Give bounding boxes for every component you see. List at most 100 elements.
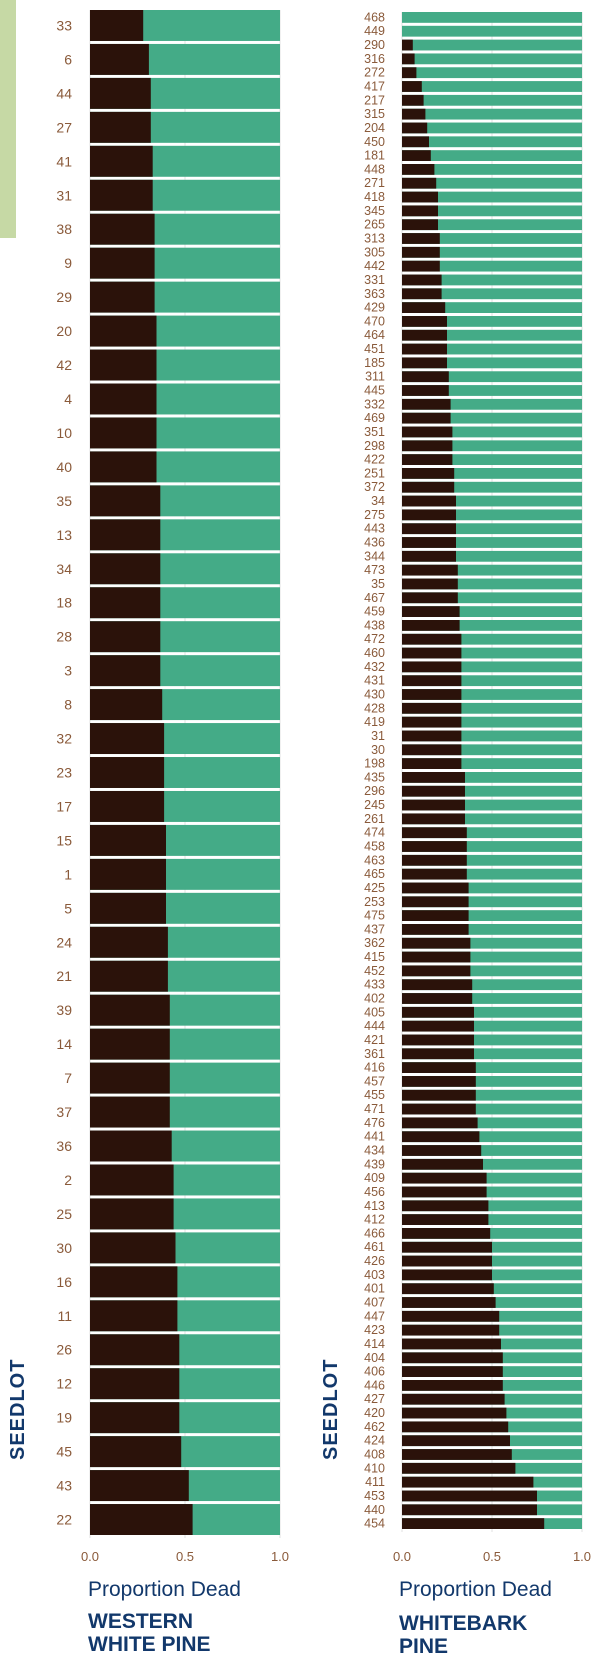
- wwp-y-tick-label: 10: [56, 425, 72, 441]
- wwp-y-tick-label: 25: [56, 1206, 72, 1222]
- wwp-y-tick-label: 16: [56, 1274, 72, 1290]
- wwp-bar-dead: [90, 1028, 170, 1060]
- wbp-bar-alive: [402, 233, 582, 244]
- wbp-bar-dead: [402, 1435, 510, 1447]
- wbp-bar-dead: [402, 1449, 512, 1460]
- wbp-bar-dead: [402, 316, 447, 327]
- wbp-y-tick-label: 471: [364, 1102, 385, 1116]
- species-title-line-2: PINE: [399, 1635, 449, 1658]
- wbp-y-tick-label: 372: [364, 480, 385, 494]
- wbp-bar-dead: [402, 799, 465, 811]
- wbp-y-tick-label: 181: [364, 149, 385, 163]
- wbp-bar-alive: [402, 81, 582, 92]
- wbp-bar-dead: [402, 702, 462, 714]
- wbp-bar-dead: [402, 426, 453, 438]
- wbp-bar-dead: [402, 979, 473, 991]
- wbp-bar-alive: [402, 868, 582, 880]
- wwp-y-tick-label: 33: [56, 17, 72, 33]
- wbp-y-tick-label: 459: [364, 605, 385, 619]
- wwp-y-tick-label: 34: [56, 561, 72, 577]
- wbp-y-tick-label: 404: [364, 1351, 385, 1365]
- wbp-y-tick-label: 412: [364, 1213, 385, 1227]
- wbp-bar-alive: [402, 537, 582, 548]
- wbp-bar-dead: [402, 1297, 496, 1308]
- wbp-bar-dead: [402, 1048, 474, 1060]
- wbp-bar-alive: [402, 343, 582, 355]
- wbp-bar-dead: [402, 53, 415, 65]
- wbp-bar-dead: [402, 647, 462, 659]
- wbp-y-tick-label: 438: [364, 618, 385, 632]
- wbp-bar-dead: [402, 1352, 503, 1364]
- wbp-bar-alive: [402, 702, 582, 714]
- wbp-y-tick-label: 465: [364, 867, 385, 881]
- wbp-bar-dead: [402, 288, 442, 300]
- wwp-y-tick-label: 5: [64, 900, 72, 916]
- wbp-y-tick-label: 420: [364, 1406, 385, 1420]
- wbp-y-tick-label: 436: [364, 536, 385, 550]
- wwp-y-tick-label: 43: [56, 1478, 72, 1494]
- wwp-bar-dead: [90, 111, 151, 143]
- wbp-y-tick-label: 265: [364, 218, 385, 232]
- wbp-bar-dead: [402, 827, 467, 839]
- wwp-bar-dead: [90, 77, 151, 109]
- wbp-y-tick-label: 458: [364, 840, 385, 854]
- wbp-bar-dead: [402, 1172, 487, 1184]
- wbp-bar-alive: [402, 67, 582, 79]
- wwp-bar-dead: [90, 621, 161, 653]
- wbp-bar-dead: [402, 1228, 491, 1239]
- wbp-y-tick-label: 296: [364, 784, 385, 798]
- wbp-y-tick-label: 345: [364, 204, 385, 218]
- wbp-bar-alive: [402, 896, 582, 908]
- wbp-bar-dead: [402, 841, 467, 852]
- wbp-bar-dead: [402, 454, 453, 465]
- wwp-y-tick-label: 15: [56, 832, 72, 848]
- wbp-y-tick-label: 476: [364, 1116, 385, 1130]
- wbp-bar-dead: [402, 1462, 516, 1474]
- wbp-bar-dead: [402, 371, 449, 383]
- wbp-bar-alive: [402, 25, 582, 37]
- wbp-bar-dead: [402, 191, 438, 203]
- wwp-bar-dead: [90, 1402, 180, 1434]
- wbp-y-tick-label: 414: [364, 1337, 385, 1351]
- wbp-bar-dead: [402, 329, 447, 341]
- wbp-y-tick-label: 275: [364, 508, 385, 522]
- wwp-y-tick-label: 18: [56, 595, 72, 611]
- wwp-y-tick-label: 29: [56, 289, 72, 305]
- wbp-bar-dead: [402, 385, 449, 396]
- wbp-y-tick-label: 316: [364, 52, 385, 66]
- wbp-bar-alive: [402, 578, 582, 590]
- wbp-bar-alive: [402, 136, 582, 148]
- wbp-bar-alive: [402, 1103, 582, 1115]
- wbp-y-tick-label: 410: [364, 1461, 385, 1475]
- wwp-bar-dead: [90, 757, 165, 788]
- wbp-bar-dead: [402, 606, 460, 617]
- wbp-bar-alive: [402, 1172, 582, 1184]
- wbp-y-tick-label: 290: [364, 38, 385, 52]
- wbp-bar-alive: [402, 302, 582, 313]
- wwp-x-tick-label: 0.0: [81, 1549, 99, 1564]
- wbp-y-tick-label: 409: [364, 1171, 385, 1185]
- wbp-y-tick-label: 35: [371, 577, 385, 591]
- wwp-bar-dead: [90, 315, 157, 347]
- wbp-bar-alive: [402, 39, 582, 51]
- wbp-y-tick-label: 402: [364, 992, 385, 1006]
- wwp-y-tick-label: 40: [56, 459, 72, 475]
- wbp-y-tick-label: 331: [364, 273, 385, 287]
- wwp-y-axis-label: SEEDLOT: [7, 1359, 29, 1460]
- wwp-bar-dead: [90, 417, 157, 449]
- wbp-bar-dead: [402, 965, 471, 977]
- wbp-bar-alive: [402, 1145, 582, 1156]
- wbp-bar-alive: [402, 882, 582, 894]
- wbp-bar-dead: [402, 758, 462, 769]
- wbp-bar-dead: [402, 1366, 503, 1377]
- wwp-y-tick-label: 27: [56, 119, 72, 135]
- wbp-bar-alive: [402, 744, 582, 756]
- wbp-y-tick-label: 464: [364, 328, 385, 342]
- accent-panel: [0, 0, 16, 238]
- wbp-bar-dead: [402, 951, 471, 963]
- wbp-y-tick-label: 454: [364, 1517, 385, 1531]
- wbp-bar-dead: [402, 398, 451, 410]
- wbp-bar-alive: [402, 164, 582, 175]
- wbp-y-tick-label: 315: [364, 107, 385, 121]
- wbp-bar-dead: [402, 1324, 500, 1336]
